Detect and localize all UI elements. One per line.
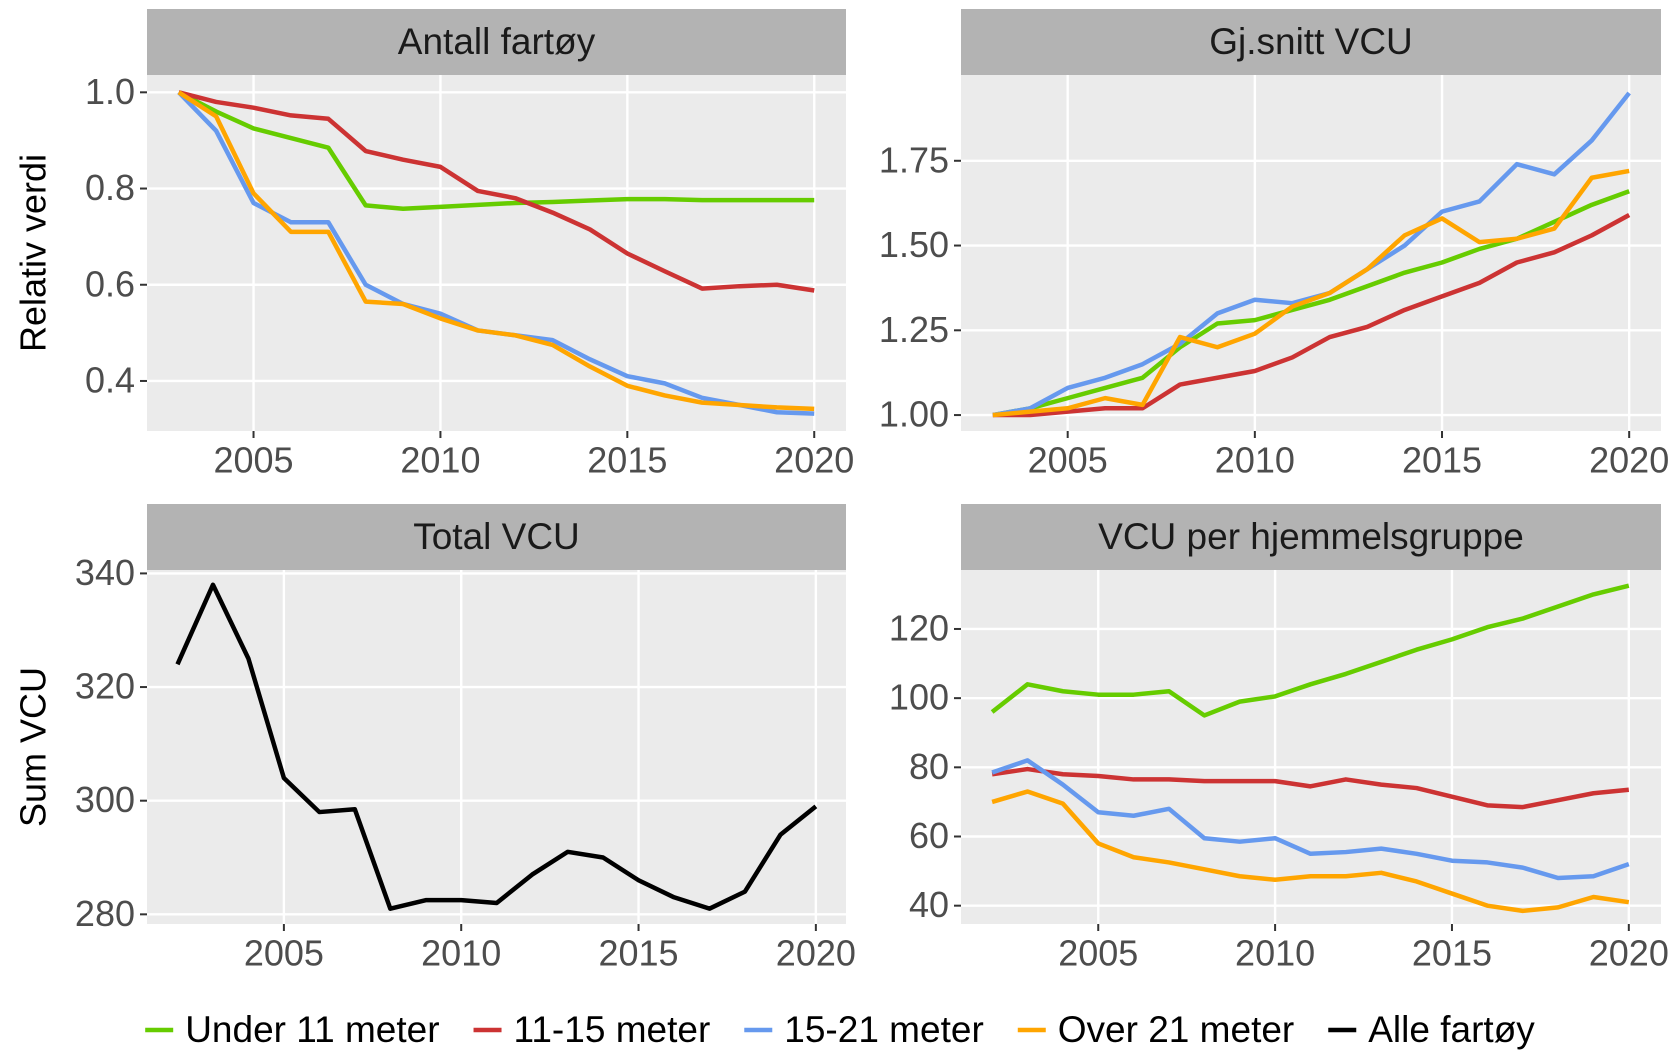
- y-tick-label: 120: [889, 607, 949, 648]
- x-tick-label: 2005: [1058, 933, 1138, 974]
- y-tick-label: 1.75: [879, 139, 949, 180]
- x-tick-label: 2010: [1235, 933, 1315, 974]
- panel: [961, 570, 1661, 924]
- legend-label: Alle fartøy: [1368, 1009, 1535, 1050]
- strip: [147, 9, 846, 75]
- data-line: [992, 213, 1631, 418]
- y-tick-label: 60: [909, 815, 949, 856]
- y-tick-label: 1.0: [85, 71, 135, 112]
- y-tick-label: 80: [909, 746, 949, 787]
- y-tick-label: 1.00: [879, 394, 949, 435]
- x-tick-label: 2020: [1589, 933, 1669, 974]
- strip-title: VCU per hjemmelsgruppe: [1098, 516, 1524, 557]
- x-tick-label: 2015: [1402, 440, 1482, 481]
- legend-label: Under 11 meter: [185, 1009, 439, 1050]
- strip: [961, 504, 1661, 570]
- y-tick-label: 0.4: [85, 359, 135, 400]
- strip-title: Total VCU: [413, 516, 580, 557]
- data-line: [991, 758, 1630, 881]
- data-line: [177, 90, 815, 211]
- panel: [147, 570, 846, 924]
- y-tick-label: 1.50: [879, 224, 949, 265]
- x-tick-label: 2015: [587, 440, 667, 481]
- panel: [147, 75, 846, 431]
- data-line: [992, 168, 1630, 418]
- y-axis-title: Sum VCU: [13, 667, 54, 827]
- y-tick-label: 0.8: [85, 167, 135, 208]
- data-line: [178, 90, 815, 293]
- y-tick-label: 0.6: [85, 263, 135, 304]
- y-tick-label: 40: [909, 884, 949, 925]
- strip: [147, 504, 846, 570]
- x-tick-label: 2010: [1215, 440, 1295, 481]
- x-tick-label: 2005: [213, 440, 293, 481]
- y-axis-title: Relativ verdi: [13, 154, 54, 352]
- y-tick-label: 1.25: [879, 309, 949, 350]
- strip-title: Antall fartøy: [398, 21, 596, 62]
- legend-label: 11-15 meter: [514, 1009, 711, 1050]
- x-tick-label: 2020: [774, 440, 854, 481]
- x-tick-label: 2015: [598, 933, 678, 974]
- x-tick-label: 2010: [400, 440, 480, 481]
- strip-title: Gj.snitt VCU: [1209, 21, 1413, 62]
- y-tick-label: 100: [889, 677, 949, 718]
- legend-label: 15-21 meter: [784, 1009, 984, 1050]
- x-tick-label: 2005: [1028, 440, 1108, 481]
- y-tick-label: 340: [75, 552, 135, 593]
- x-tick-label: 2015: [1412, 933, 1492, 974]
- x-tick-label: 2010: [421, 933, 501, 974]
- x-tick-label: 2020: [1589, 440, 1669, 481]
- data-line: [991, 789, 1630, 914]
- legend-label: Over 21 meter: [1058, 1009, 1294, 1050]
- data-line: [991, 766, 1630, 810]
- x-tick-label: 2005: [244, 933, 324, 974]
- strip: [961, 9, 1661, 75]
- data-line: [177, 90, 815, 412]
- data-line: [990, 583, 1630, 718]
- y-tick-label: 280: [75, 893, 135, 934]
- y-tick-label: 320: [75, 666, 135, 707]
- legend: Under 11 meter 11-15 meter 15-21 meter Over…: [145, 1009, 1535, 1050]
- y-tick-label: 300: [75, 779, 135, 820]
- x-tick-label: 2020: [776, 933, 856, 974]
- data-line: [175, 582, 818, 911]
